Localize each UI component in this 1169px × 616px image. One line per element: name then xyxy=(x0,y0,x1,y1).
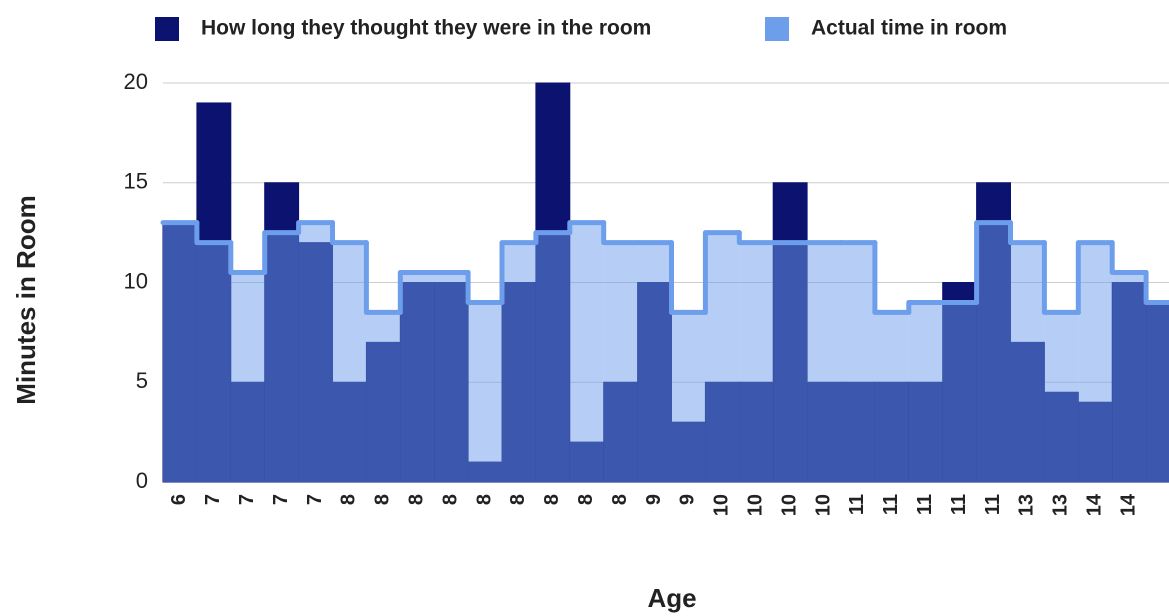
x-tick-label: 10 xyxy=(812,494,834,516)
actual-line xyxy=(228,240,268,276)
actual-line xyxy=(363,240,403,315)
y-tick-label: 20 xyxy=(124,69,148,94)
x-tick-label: 13 xyxy=(1050,494,1072,516)
x-tick-label: 11 xyxy=(914,494,936,515)
legend-swatch xyxy=(155,17,179,41)
x-tick-label: 10 xyxy=(745,494,767,516)
actual-line xyxy=(330,220,369,246)
actual-area xyxy=(671,312,706,482)
actual-area xyxy=(841,242,875,482)
x-tick-label: 14 xyxy=(1084,493,1106,516)
actual-line xyxy=(1075,240,1115,315)
x-axis-label: Age xyxy=(647,583,696,613)
actual-area xyxy=(264,232,299,482)
actual-area xyxy=(230,272,265,482)
actual-line xyxy=(702,230,742,315)
actual-area xyxy=(298,222,333,482)
x-tick-label: 10 xyxy=(711,494,733,516)
actual-line xyxy=(397,270,437,315)
actual-area xyxy=(874,312,909,482)
actual-area xyxy=(502,242,536,482)
actual-area xyxy=(1112,272,1147,482)
actual-area xyxy=(637,242,672,482)
actual-area xyxy=(908,302,943,482)
x-tick-label: 8 xyxy=(439,494,461,505)
actual-line xyxy=(194,220,234,246)
x-tick-label: 8 xyxy=(338,494,360,505)
actual-line xyxy=(1041,240,1081,315)
actual-area xyxy=(807,242,841,482)
actual-area xyxy=(705,232,740,482)
x-tick-label: 10 xyxy=(778,494,800,516)
actual-line xyxy=(974,220,1013,305)
actual-line xyxy=(1109,240,1149,276)
actual-area xyxy=(1146,302,1169,482)
actual-area xyxy=(739,242,774,482)
x-tick-label: 8 xyxy=(507,494,529,505)
x-tick-label: 6 xyxy=(168,494,190,505)
actual-line xyxy=(567,220,607,236)
actual-line xyxy=(1008,220,1047,246)
x-tick-label: 8 xyxy=(609,494,631,505)
x-tick-label: 11 xyxy=(846,494,868,515)
y-tick-label: 15 xyxy=(124,169,148,194)
x-tick-label: 9 xyxy=(677,494,699,505)
actual-area xyxy=(196,242,231,482)
actual-area xyxy=(332,242,367,482)
actual-area xyxy=(1078,242,1113,482)
x-tick-label: 8 xyxy=(473,494,495,505)
actual-line xyxy=(465,270,505,305)
actual-line xyxy=(906,299,946,315)
actual-area xyxy=(773,242,808,482)
x-tick-label: 8 xyxy=(541,494,563,505)
actual-area xyxy=(366,312,401,482)
actual-line xyxy=(533,230,573,246)
x-tick-label: 7 xyxy=(270,494,292,505)
actual-area xyxy=(468,302,502,482)
actual-line xyxy=(1143,270,1169,305)
actual-area xyxy=(434,272,469,482)
x-tick-label: 7 xyxy=(202,494,224,505)
x-tick-label: 7 xyxy=(304,494,326,505)
x-tick-label: 8 xyxy=(372,494,394,505)
actual-area xyxy=(400,272,435,482)
x-tick-label: 13 xyxy=(1016,494,1038,516)
x-tick-label: 14 xyxy=(1117,493,1139,516)
legend-swatch xyxy=(765,17,789,41)
actual-area xyxy=(1044,312,1079,482)
y-tick-label: 0 xyxy=(136,468,148,493)
actual-area xyxy=(603,242,638,482)
legend-label: Actual time in room xyxy=(811,17,1007,40)
actual-area xyxy=(976,222,1011,482)
x-tick-label: 8 xyxy=(575,494,597,505)
actual-line xyxy=(499,240,539,305)
y-axis-label: Minutes in Room xyxy=(11,195,41,404)
y-tick-label: 5 xyxy=(136,368,148,393)
x-tick-label: 8 xyxy=(406,494,428,505)
actual-area xyxy=(163,222,197,482)
actual-area xyxy=(569,222,604,482)
actual-line xyxy=(601,220,641,246)
x-tick-label: 11 xyxy=(948,494,970,515)
y-tick-label: 10 xyxy=(124,268,148,293)
actual-line xyxy=(736,230,776,246)
x-tick-label: 9 xyxy=(643,494,665,505)
actual-area xyxy=(1010,242,1045,482)
legend-label: How long they thought they were in the r… xyxy=(201,17,651,40)
actual-area xyxy=(942,302,977,482)
actual-line xyxy=(669,240,708,315)
x-tick-label: 7 xyxy=(236,494,258,505)
actual-line xyxy=(872,240,912,315)
x-tick-label: 11 xyxy=(982,494,1004,515)
x-tick-label: 11 xyxy=(880,494,902,515)
actual-line xyxy=(296,220,335,236)
actual-line xyxy=(262,230,302,276)
actual-area xyxy=(535,232,570,482)
